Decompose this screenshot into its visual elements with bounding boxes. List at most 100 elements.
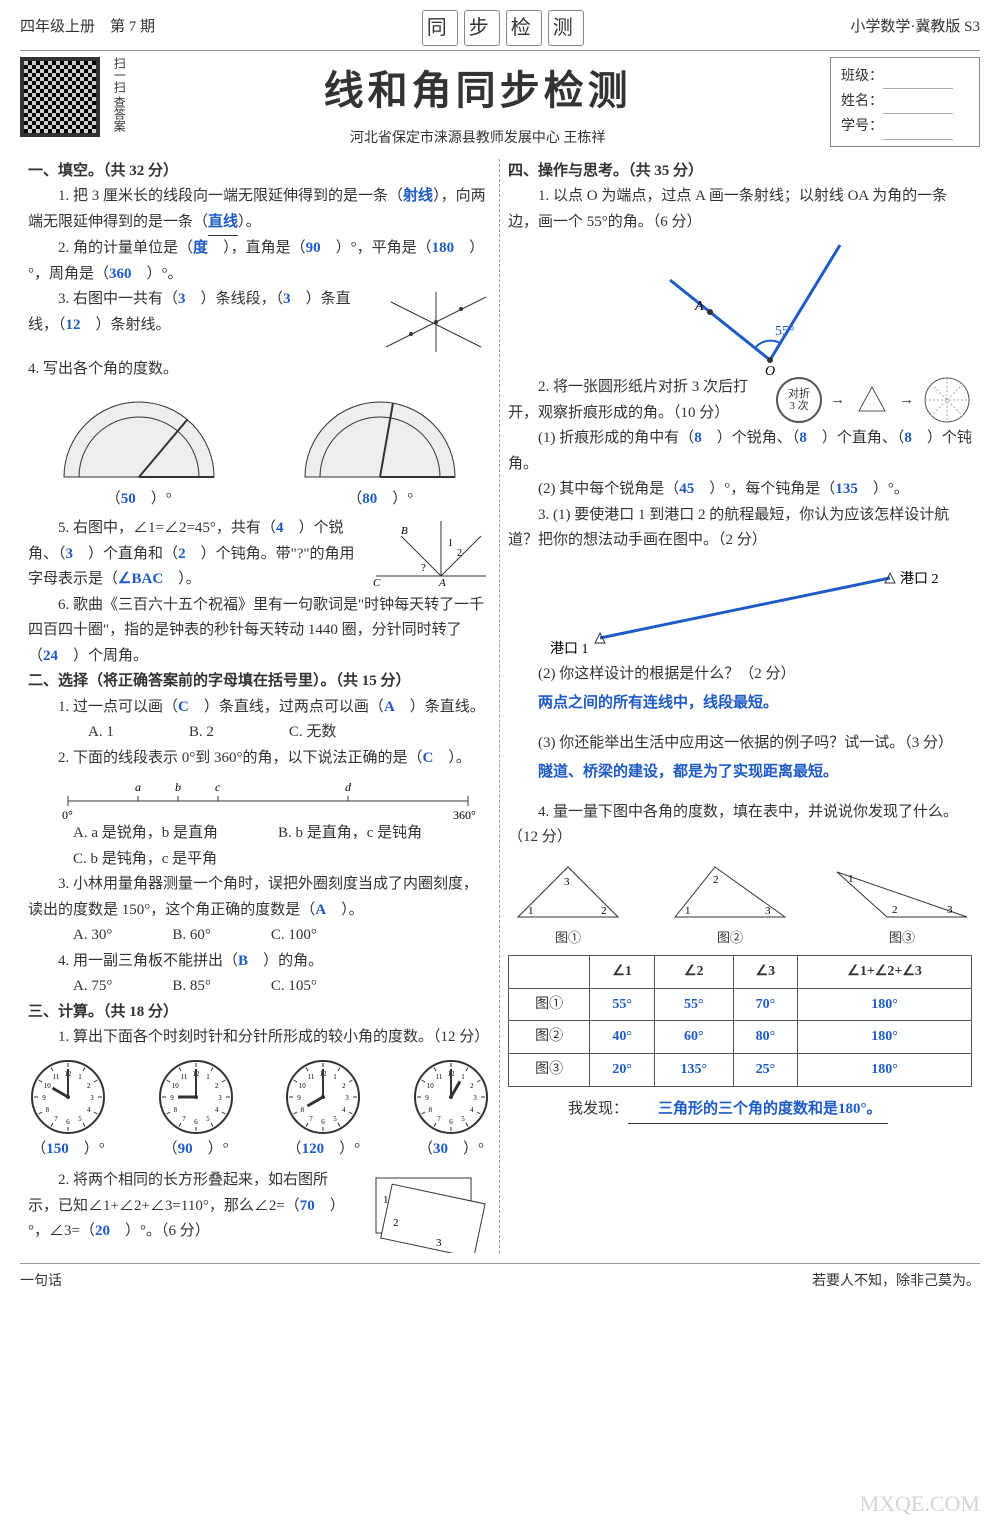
svg-text:55°: 55° <box>775 324 795 339</box>
svg-text:5: 5 <box>334 1115 338 1123</box>
clock-3: 121234567891011 （120 ）° <box>283 1057 363 1163</box>
svg-text:2: 2 <box>393 1217 399 1229</box>
svg-text:3: 3 <box>346 1094 350 1102</box>
svg-text:2: 2 <box>342 1082 346 1090</box>
svg-text:c: c <box>215 780 221 794</box>
svg-text:10: 10 <box>299 1082 307 1090</box>
protractor-1: （50 ）° <box>54 387 224 513</box>
svg-text:10: 10 <box>171 1082 179 1090</box>
sec4-q3: 3. (1) 要使港口 1 到港口 2 的航程最短，你认为应该怎样设计航道？把你… <box>508 503 972 554</box>
svg-text:2: 2 <box>601 905 607 917</box>
triangles-row: 123 图① 132 图② 123 图③ <box>508 857 972 949</box>
svg-text:0°: 0° <box>62 808 73 821</box>
top-mid: 同 步 检 测 <box>422 10 584 46</box>
protractors: （50 ）° （80 ）° <box>28 387 491 513</box>
svg-text:9: 9 <box>298 1094 302 1102</box>
svg-text:2: 2 <box>87 1082 91 1090</box>
sec1-q3: 3. 右图中一共有（3 ）条线段，（3 ）条直线，（12 ）条射线。 <box>28 287 491 338</box>
svg-text:港口 1: 港口 1 <box>550 641 589 657</box>
header: 扫一扫 查答案 线和角同步检测 河北省保定市涞源县教师发展中心 王栋祥 班级： … <box>20 57 980 151</box>
svg-text:1: 1 <box>528 905 534 917</box>
fold-label: 对折3 次 <box>776 377 822 423</box>
sec3-q2: 1 2 3 2. 将两个相同的长方形叠起来，如右图所示，已知∠1+∠2+∠3=1… <box>28 1168 491 1245</box>
discover: 我发现：三角形的三个角的度数和是180°。 <box>508 1097 972 1124</box>
sec1-q2: 2. 角的计量单位是（度 ），直角是（90 ）°，平角是（180 ）°，周角是（… <box>28 236 491 287</box>
footer: 一句话 若要人不知，除非己莫为。 <box>20 1263 980 1294</box>
svg-text:11: 11 <box>180 1073 187 1081</box>
svg-text:360°: 360° <box>453 808 476 821</box>
svg-text:4: 4 <box>470 1106 474 1114</box>
svg-text:1: 1 <box>78 1073 82 1081</box>
sec3-head: 三、计算。（共 18 分） <box>28 1000 491 1026</box>
svg-text:1: 1 <box>685 905 691 917</box>
svg-text:11: 11 <box>53 1073 60 1081</box>
svg-text:10: 10 <box>44 1082 52 1090</box>
svg-text:5: 5 <box>461 1115 465 1123</box>
clock-2: 121234567891011 （90 ）° <box>156 1057 236 1163</box>
svg-text:5: 5 <box>78 1115 82 1123</box>
sec2-q4: 4. 用一副三角板不能拼出（B ）的角。 <box>28 949 491 975</box>
svg-text:港口 2: 港口 2 <box>900 571 939 587</box>
sec1-head: 一、填空。（共 32 分） <box>28 159 491 185</box>
svg-text:9: 9 <box>42 1094 46 1102</box>
svg-text:2: 2 <box>892 904 898 916</box>
svg-text:d: d <box>345 780 352 794</box>
sec1-q5: A C B 12 ? 5. 右图中，∠1=∠2=45°，共有（4 ）个锐角、（3… <box>28 516 491 593</box>
footer-right: 若要人不知，除非己莫为。 <box>812 1270 980 1294</box>
svg-text:1: 1 <box>448 538 453 549</box>
svg-text:a: a <box>135 780 141 794</box>
svg-text:3: 3 <box>564 876 570 888</box>
sec2-q2-opts1: A. a 是锐角，b 是直角 B. b 是直角，c 是钝角 <box>28 821 491 847</box>
svg-text:8: 8 <box>301 1106 305 1114</box>
protractor-2: （80 ）° <box>295 387 465 513</box>
qr-label: 扫一扫 查答案 <box>112 57 125 132</box>
sec4-q3-3-ans: 隧道、桥梁的建设，都是为了实现距离最短。 <box>508 760 972 786</box>
student-info: 班级： 姓名： 学号： <box>830 57 980 147</box>
svg-text:2: 2 <box>470 1082 474 1090</box>
svg-text:6: 6 <box>194 1118 198 1126</box>
number-line: 0° 360° a b c d <box>48 771 488 821</box>
sec4-q1: 1. 以点 O 为端点，过点 A 画一条射线；以射线 OA 为角的一条边，画一个… <box>508 184 972 235</box>
svg-text:3: 3 <box>473 1094 477 1102</box>
ports-fig: 港口 1 港口 2 <box>530 558 950 658</box>
left-column: 一、填空。（共 32 分） 1. 把 3 厘米长的线段向一端无限延伸得到的是一条… <box>20 159 500 1254</box>
q5-figure: A C B 12 ? <box>371 516 491 586</box>
right-column: 四、操作与思考。（共 35 分） 1. 以点 O 为端点，过点 A 画一条射线；… <box>500 159 980 1254</box>
svg-text:3: 3 <box>436 1237 442 1249</box>
svg-text:10: 10 <box>427 1082 435 1090</box>
svg-text:1: 1 <box>461 1073 465 1081</box>
angle-55-fig: 55° A O <box>600 235 880 375</box>
svg-text:8: 8 <box>45 1106 49 1114</box>
svg-text:6: 6 <box>66 1118 70 1126</box>
svg-text:3: 3 <box>218 1094 222 1102</box>
qr-code <box>20 57 100 137</box>
svg-text:7: 7 <box>437 1115 441 1123</box>
sec3-q1: 1. 算出下面各个时刻时针和分针所形成的较小角的度数。（12 分） <box>28 1025 491 1051</box>
svg-text:B: B <box>401 525 408 537</box>
tri-3: 123 图③ <box>832 857 972 949</box>
title-block: 线和角同步检测 河北省保定市涞源县教师发展中心 王栋祥 <box>137 57 818 151</box>
svg-text:1: 1 <box>206 1073 210 1081</box>
lines-figure <box>381 287 491 357</box>
svg-text:2: 2 <box>713 874 719 886</box>
fold-figure: 对折3 次 → → <box>776 375 972 425</box>
svg-text:4: 4 <box>215 1106 219 1114</box>
top-left: 四年级上册 第 7 期 <box>20 15 155 41</box>
sec2-q1: 1. 过一点可以画（C ）条直线，过两点可以画（A ）条直线。 <box>28 695 491 721</box>
angle-table: ∠1∠2∠3∠1+∠2+∠3图①55°55°70°180°图②40°60°80°… <box>508 955 972 1087</box>
svg-text:5: 5 <box>206 1115 210 1123</box>
svg-text:1: 1 <box>334 1073 338 1081</box>
tri-1: 123 图① <box>508 857 628 949</box>
sec2-q2-opts2: C. b 是钝角，c 是平角 <box>28 847 491 873</box>
sec2-q3: 3. 小林用量角器测量一个角时，误把外圈刻度当成了内圈刻度，读出的度数是 150… <box>28 872 491 923</box>
svg-text:2: 2 <box>457 548 462 559</box>
svg-text:6: 6 <box>449 1118 453 1126</box>
tri-2: 132 图② <box>665 857 795 949</box>
svg-text:9: 9 <box>425 1094 429 1102</box>
svg-text:8: 8 <box>173 1106 177 1114</box>
top-bar: 四年级上册 第 7 期 同 步 检 测 小学数学·冀教版 S3 <box>20 10 980 51</box>
sec1-q6: 6. 歌曲《三百六十五个祝福》里有一句歌词是"时钟每天转了一千四百四十圈"，指的… <box>28 593 491 670</box>
sec2-q3-opts: A. 30° B. 60° C. 100° <box>28 923 491 949</box>
svg-text:3: 3 <box>765 905 771 917</box>
svg-text:b: b <box>175 780 181 794</box>
